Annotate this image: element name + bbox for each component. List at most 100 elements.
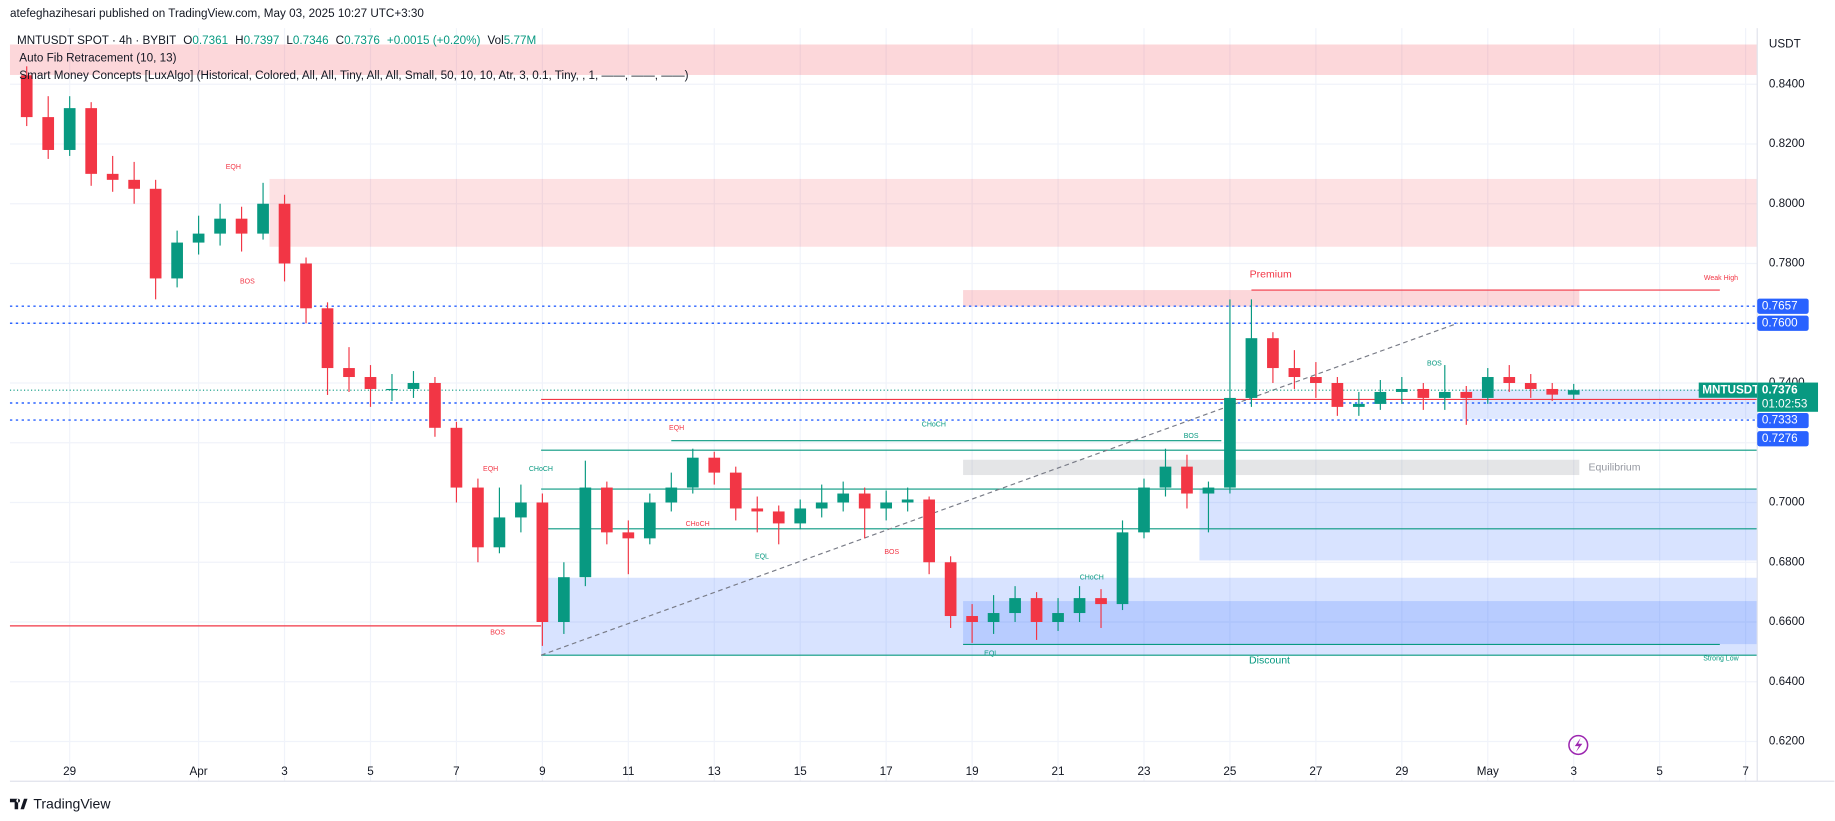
candle-body [1159, 466, 1172, 488]
candles [20, 66, 1580, 646]
annotation: CHoCH [529, 466, 553, 473]
ohlc-value: 0.7376 [344, 34, 380, 47]
candle-body [343, 368, 355, 378]
candle-body [300, 263, 312, 309]
candle-body [1095, 598, 1107, 605]
y-tick-label: 0.7000 [1769, 496, 1805, 509]
price-tag-bg [1757, 315, 1809, 331]
candle-body [1395, 388, 1408, 392]
annotation: CHoCH [1080, 575, 1104, 582]
candle-body [794, 508, 807, 524]
zone [541, 577, 1758, 656]
ohlc-label: O [183, 34, 192, 47]
x-tick-label: 7 [1742, 765, 1749, 778]
icon-ring [1568, 734, 1589, 756]
candle-body [708, 457, 721, 473]
last-price-tag: 0.7376 [1762, 383, 1798, 396]
price-tag: 0.7276 [1762, 432, 1798, 445]
candle-body [63, 108, 76, 150]
candle-body [1438, 391, 1451, 398]
candle-body [1288, 368, 1301, 378]
candle-body [643, 502, 656, 539]
candle-body [858, 493, 871, 509]
candle-body [686, 457, 699, 488]
annotation: BOS [1184, 433, 1199, 440]
x-tick-label: 13 [708, 765, 721, 778]
annotation: BOS [884, 549, 899, 556]
symbol-legend: MNTUSDT SPOT · 4h · BYBIT O0.7361 H0.7397 L… [17, 34, 536, 47]
lightning-icon[interactable] [1568, 734, 1589, 756]
footer-logo: TradingView [9, 795, 111, 811]
annotation: BOS [240, 279, 255, 286]
annotation: Premium [1250, 269, 1292, 281]
currency[interactable]: USDT [1769, 38, 1801, 51]
ohlc-label: L [286, 34, 293, 47]
candle-body [386, 388, 398, 391]
candle-body [407, 382, 420, 389]
annotation: Weak High [1704, 275, 1738, 282]
annotation: CHoCH [686, 521, 710, 528]
candle-body [429, 382, 441, 428]
candle-body [214, 218, 226, 234]
candle-body [1138, 487, 1150, 533]
indicator-legend[interactable]: Smart Money Concepts [LuxAlgo] (Historic… [19, 69, 688, 82]
candle-body [1267, 338, 1279, 369]
candle-body [1460, 391, 1473, 398]
annotation: Strong Low [1703, 655, 1739, 662]
symbol: MNTUSDT SPOT · 4h · BYBIT [17, 34, 176, 47]
candle-body [472, 487, 484, 548]
zone [963, 459, 1580, 476]
ticker-tag-bg [1698, 382, 1758, 398]
candle-body [1331, 382, 1344, 407]
candle-body [944, 562, 957, 617]
candle-body [321, 308, 334, 369]
candle-body [1224, 397, 1236, 488]
candle-body [1353, 403, 1365, 407]
x-tick-label: 17 [880, 765, 893, 778]
annotation: EQH [226, 164, 241, 171]
candle-body [966, 616, 978, 622]
zone [963, 290, 1580, 307]
annotation: EQH [669, 425, 684, 432]
candle-body [987, 613, 1000, 622]
price-tag-bg [1757, 298, 1809, 314]
candle-body [364, 377, 377, 389]
countdown: 01:02:53 [1762, 397, 1808, 410]
candle-body [751, 508, 764, 512]
y-tick-label: 0.6200 [1769, 735, 1805, 748]
candle-body [493, 517, 506, 548]
candle-body [149, 188, 162, 279]
candle-body [558, 577, 570, 622]
x-tick-label: 3 [281, 765, 288, 778]
candle-body [1073, 598, 1086, 614]
candle-body [665, 487, 678, 503]
candle-body [1245, 338, 1258, 398]
price-tag: 0.7600 [1762, 316, 1798, 329]
candle-body [257, 203, 269, 234]
ohlc-value: 0.7346 [293, 34, 329, 47]
zone [963, 601, 1758, 645]
indicator-legend[interactable]: Auto Fib Retracement (10, 13) [19, 52, 176, 65]
candle-body [772, 511, 785, 524]
candle-body [128, 179, 140, 189]
ohlc-label: H [235, 34, 243, 47]
price-tag: 0.7657 [1762, 299, 1798, 312]
candle-body [106, 173, 119, 180]
annotation: Equilibrium [1589, 462, 1641, 474]
change: +0.0015 (+0.20%) [387, 34, 481, 47]
candle-body [192, 233, 205, 243]
candle-body [901, 499, 914, 503]
annotation: EQL [755, 554, 769, 561]
volume: 5.77M [504, 34, 536, 47]
y-tick-label: 0.6400 [1769, 675, 1805, 688]
x-tick-label: 9 [539, 765, 546, 778]
candle-body [235, 218, 248, 234]
y-tick-label: 0.8200 [1769, 137, 1805, 150]
zone [1199, 489, 1758, 561]
x-tick-label: 29 [63, 765, 76, 778]
x-tick-label: 5 [1656, 765, 1663, 778]
volume-label: Vol [487, 34, 503, 47]
